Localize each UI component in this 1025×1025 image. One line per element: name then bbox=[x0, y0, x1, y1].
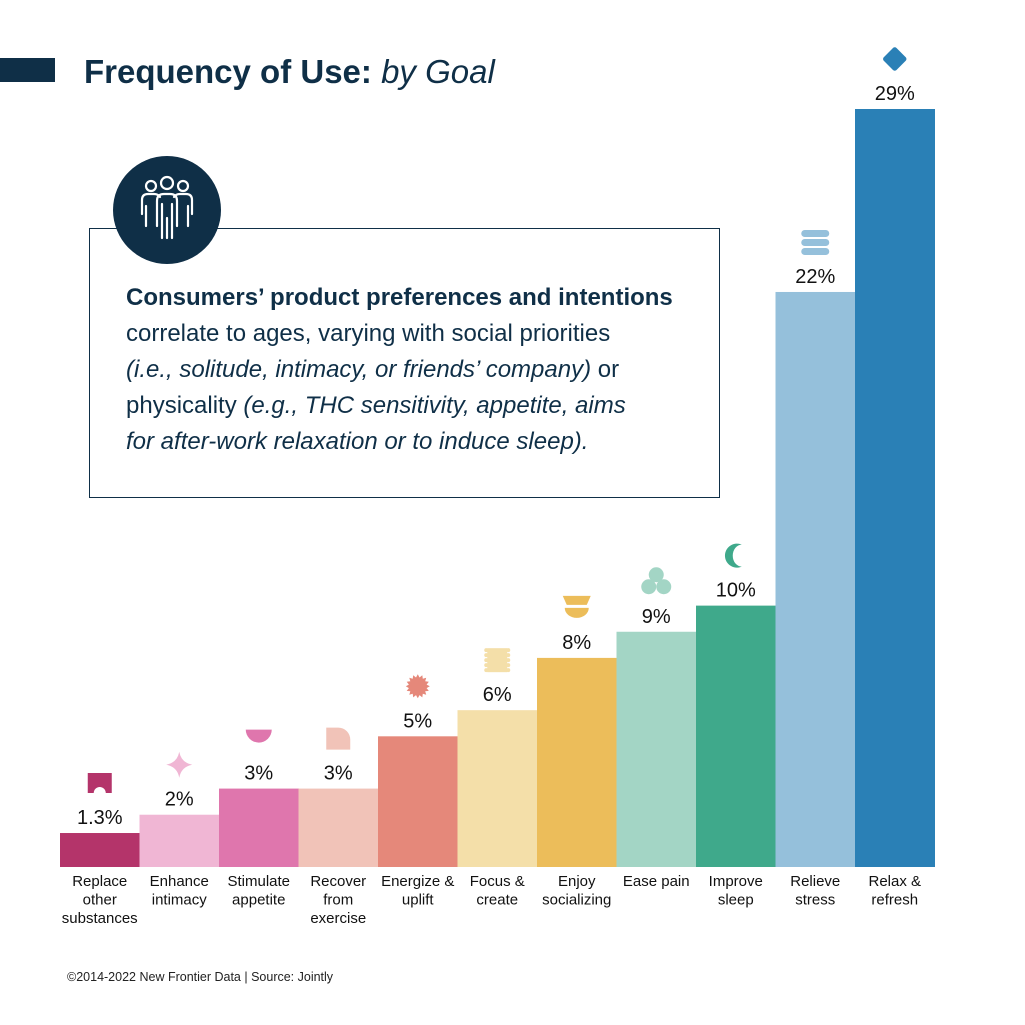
category-tick-label: create bbox=[476, 892, 518, 909]
bar bbox=[457, 710, 538, 867]
bar bbox=[775, 291, 856, 867]
category-tick-label: socializing bbox=[542, 892, 611, 909]
bar-value-label: 9% bbox=[642, 606, 671, 628]
category-tick-label: exercise bbox=[310, 910, 366, 927]
sparkle-icon bbox=[166, 751, 193, 778]
quarter-round-icon bbox=[326, 727, 351, 750]
category-tick-label: Focus & bbox=[470, 873, 525, 890]
trefoil-icon bbox=[641, 567, 672, 595]
info-line-2: (i.e., solitude, intimacy, or friends’ c… bbox=[126, 356, 592, 383]
bar-value-label: 10% bbox=[716, 580, 756, 602]
bar bbox=[219, 788, 299, 867]
category-tick-label: Enhance bbox=[150, 873, 209, 890]
category-tick-label: Recover bbox=[310, 873, 366, 890]
bar-value-label: 6% bbox=[483, 684, 512, 706]
title-subtitle: by Goal bbox=[381, 53, 495, 90]
header-accent-bar bbox=[0, 58, 55, 82]
bar-value-label: 2% bbox=[165, 789, 194, 811]
people-group-icon-svg bbox=[140, 175, 194, 240]
sunburst-icon bbox=[405, 674, 430, 699]
category-tick-label: Replace bbox=[72, 873, 127, 890]
bar bbox=[855, 109, 935, 867]
category-tick-label: Energize & bbox=[381, 873, 454, 890]
category-tick-label: Improve bbox=[709, 873, 763, 890]
category-tick-label: substances bbox=[62, 910, 138, 927]
bar-value-label: 22% bbox=[795, 266, 835, 288]
bar-value-label: 1.3% bbox=[77, 807, 123, 829]
category-tick-label: Ease pain bbox=[623, 873, 690, 890]
category-tick-label: appetite bbox=[232, 892, 285, 909]
category-tick-label: other bbox=[83, 892, 117, 909]
bar-value-label: 3% bbox=[324, 763, 353, 785]
category-tick-label: sleep bbox=[718, 892, 754, 909]
arch-icon bbox=[87, 773, 112, 794]
bar-value-label: 8% bbox=[562, 632, 591, 654]
half-circle-icon bbox=[245, 729, 272, 743]
category-tick-label: Enjoy bbox=[558, 873, 596, 890]
category-tick-label: Stimulate bbox=[227, 873, 290, 890]
info-line-3a: physicality bbox=[126, 392, 244, 419]
category-tick-label: Relieve bbox=[790, 873, 840, 890]
stacked-bowls-icon bbox=[562, 595, 591, 618]
bar bbox=[696, 605, 776, 867]
category-tick-label: intimacy bbox=[152, 892, 208, 909]
info-line-2-tail: or bbox=[591, 356, 620, 383]
category-tick-label: refresh bbox=[871, 892, 918, 909]
title-bold: Frequency of Use: bbox=[84, 53, 372, 90]
crescent-moon-icon bbox=[724, 543, 742, 568]
info-text: Consumers’ product preferences and inten… bbox=[126, 280, 706, 460]
bar bbox=[537, 657, 617, 867]
category-tick-label: from bbox=[323, 892, 353, 909]
info-line-3b: (e.g., THC sensitivity, appetite, aims bbox=[243, 392, 626, 419]
source-note: ©2014-2022 New Frontier Data | Source: J… bbox=[67, 970, 334, 984]
category-tick-label: uplift bbox=[402, 892, 435, 909]
bar-value-label: 5% bbox=[403, 710, 432, 732]
stacked-stones-icon bbox=[801, 229, 830, 255]
category-tick-label: Relax & bbox=[868, 873, 921, 890]
bar bbox=[60, 833, 140, 867]
stamp-icon bbox=[484, 648, 511, 673]
bar bbox=[139, 814, 220, 867]
bar bbox=[298, 788, 379, 867]
bar-value-label: 29% bbox=[875, 83, 915, 105]
category-tick-label: stress bbox=[795, 892, 835, 909]
people-group-icon bbox=[113, 156, 221, 264]
diamond-icon bbox=[883, 47, 907, 71]
bar-value-label: 3% bbox=[244, 763, 273, 785]
info-headline: Consumers’ product preferences and inten… bbox=[126, 284, 673, 311]
info-line-4: for after-work relaxation or to induce s… bbox=[126, 428, 589, 455]
info-box bbox=[89, 228, 720, 498]
page-title: Frequency of Use: by Goal bbox=[84, 50, 495, 94]
bar bbox=[616, 631, 697, 867]
bar bbox=[378, 736, 458, 867]
info-line-1: correlate to ages, varying with social p… bbox=[126, 320, 611, 347]
